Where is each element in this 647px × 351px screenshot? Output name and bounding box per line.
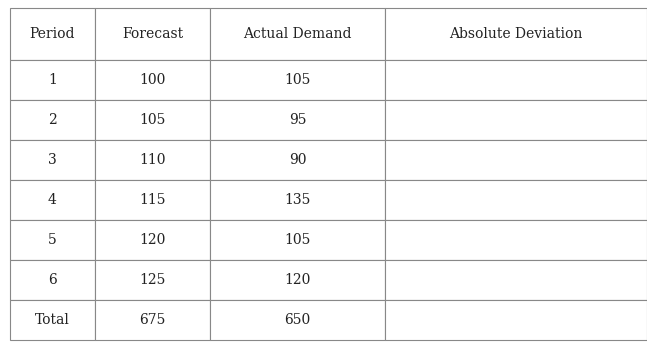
Text: 1: 1 (48, 73, 57, 87)
Text: 3: 3 (48, 153, 57, 167)
Bar (210, 8, 385, 60)
Text: 135: 135 (284, 193, 311, 207)
Bar (10, 60, 95, 100)
Bar (10, 8, 95, 60)
Text: Period: Period (30, 27, 75, 41)
Bar (385, 8, 647, 60)
Text: 4: 4 (48, 193, 57, 207)
Bar (10, 100, 95, 140)
Text: Absolute Deviation: Absolute Deviation (449, 27, 583, 41)
Text: 120: 120 (139, 233, 166, 247)
Bar (210, 260, 385, 300)
Text: 125: 125 (139, 273, 166, 287)
Bar (95, 100, 210, 140)
Bar (10, 140, 95, 180)
Text: 6: 6 (48, 273, 57, 287)
Text: 90: 90 (289, 153, 306, 167)
Bar (210, 140, 385, 180)
Text: 675: 675 (139, 313, 166, 327)
Bar (385, 60, 647, 100)
Bar (385, 140, 647, 180)
Text: 100: 100 (139, 73, 166, 87)
Bar (10, 180, 95, 220)
Text: 650: 650 (285, 313, 311, 327)
Text: 120: 120 (284, 273, 311, 287)
Bar (10, 300, 95, 340)
Bar (95, 300, 210, 340)
Bar (95, 140, 210, 180)
Text: 5: 5 (48, 233, 57, 247)
Bar (385, 220, 647, 260)
Text: Actual Demand: Actual Demand (243, 27, 352, 41)
Bar (95, 60, 210, 100)
Bar (95, 180, 210, 220)
Bar (210, 60, 385, 100)
Text: 105: 105 (139, 113, 166, 127)
Bar (10, 220, 95, 260)
Bar (210, 180, 385, 220)
Bar (95, 220, 210, 260)
Bar (95, 260, 210, 300)
Text: 95: 95 (289, 113, 306, 127)
Text: 110: 110 (139, 153, 166, 167)
Bar (385, 260, 647, 300)
Text: 2: 2 (48, 113, 57, 127)
Text: 105: 105 (284, 233, 311, 247)
Bar (385, 300, 647, 340)
Text: Forecast: Forecast (122, 27, 183, 41)
Bar (385, 180, 647, 220)
Text: 115: 115 (139, 193, 166, 207)
Bar (10, 260, 95, 300)
Bar (210, 220, 385, 260)
Text: Total: Total (35, 313, 70, 327)
Bar (95, 8, 210, 60)
Bar (385, 100, 647, 140)
Bar (210, 300, 385, 340)
Text: 105: 105 (284, 73, 311, 87)
Bar (210, 100, 385, 140)
